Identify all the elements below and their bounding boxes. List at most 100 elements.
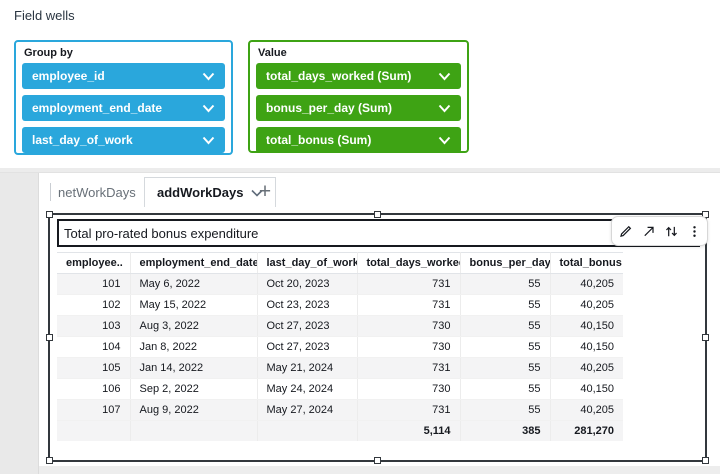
bonus-table: employee.. employment_end_date last_day_of…	[57, 252, 623, 441]
totals-cell: 281,270	[550, 420, 623, 441]
field-pill-employment-end-date[interactable]: employment_end_date	[22, 95, 225, 121]
kebab-menu-icon	[692, 225, 696, 237]
table-cell[interactable]: 101	[57, 273, 131, 295]
table-cell[interactable]: 55	[460, 315, 551, 337]
table-cell[interactable]: 731	[357, 273, 461, 295]
value-pill-list: total_days_worked (Sum) bonus_per_day (Su…	[250, 63, 467, 153]
table-cell[interactable]: Aug 9, 2022	[130, 399, 258, 421]
field-pill-employee-id[interactable]: employee_id	[22, 63, 225, 89]
table-cell[interactable]: Oct 20, 2023	[257, 273, 358, 295]
table-cell[interactable]: 730	[357, 336, 461, 358]
add-sheet-button[interactable]: +	[258, 180, 272, 203]
table-cell[interactable]: 40,205	[550, 399, 623, 421]
visual-menu-button[interactable]	[684, 221, 704, 241]
table-row: 106 Sep 2, 2022 May 24, 2024 730 55 40,150	[57, 378, 623, 400]
selection-handle-middle-left[interactable]	[46, 333, 53, 341]
chevron-down-icon[interactable]	[251, 189, 264, 197]
table-cell[interactable]: 102	[57, 294, 131, 316]
table-row: 103 Aug 3, 2022 Oct 27, 2023 730 55 40,150	[57, 315, 623, 337]
chevron-down-icon	[202, 136, 215, 144]
field-pill-label: total_days_worked (Sum)	[266, 69, 412, 83]
table-cell[interactable]: May 21, 2024	[257, 357, 358, 379]
swap-axes-icon	[665, 226, 677, 236]
value-well: Value total_days_worked (Sum) bonus_per_d…	[248, 40, 469, 153]
table-row: 107 Aug 9, 2022 May 27, 2024 731 55 40,205	[57, 399, 623, 421]
table-cell[interactable]: 103	[57, 315, 131, 337]
field-pill-total-bonus-sum[interactable]: total_bonus (Sum)	[256, 127, 461, 153]
visual-title[interactable]: Total pro-rated bonus expenditure	[57, 219, 700, 247]
column-header[interactable]: total_days_worked	[357, 252, 461, 274]
table-row: 102 May 15, 2022 Oct 23, 2023 731 55 40,205	[57, 294, 623, 316]
table-cell[interactable]: Aug 3, 2022	[130, 315, 258, 337]
table-cell[interactable]: 730	[357, 378, 461, 400]
table-cell[interactable]: 105	[57, 357, 131, 379]
totals-cell: 385	[460, 420, 551, 441]
totals-row: 5,114 385 281,270	[57, 420, 623, 441]
tab-label: addWorkDays	[157, 185, 244, 200]
table-cell[interactable]: 40,205	[550, 294, 623, 316]
canvas-bottom-edge	[39, 466, 720, 474]
table-cell[interactable]: May 27, 2024	[257, 399, 358, 421]
maximize-visual-button[interactable]	[638, 221, 658, 241]
table-cell[interactable]: 55	[460, 378, 551, 400]
table-cell[interactable]: 40,150	[550, 336, 623, 358]
column-header[interactable]: last_day_of_work	[257, 252, 358, 274]
column-header[interactable]: employee..	[57, 252, 131, 274]
field-pill-total-days-worked-sum[interactable]: total_days_worked (Sum)	[256, 63, 461, 89]
field-pill-bonus-per-day-sum[interactable]: bonus_per_day (Sum)	[256, 95, 461, 121]
table-cell[interactable]: May 24, 2024	[257, 378, 358, 400]
tab-addworkdays[interactable]: addWorkDays	[144, 177, 277, 207]
selection-handle-top-left[interactable]	[46, 211, 53, 218]
table-cell[interactable]: 40,150	[550, 378, 623, 400]
table-cell[interactable]: Jan 14, 2022	[130, 357, 258, 379]
group-by-label: Group by	[24, 47, 73, 59]
table-cell[interactable]: 55	[460, 294, 551, 316]
totals-cell	[57, 420, 131, 441]
table-cell[interactable]: 731	[357, 399, 461, 421]
table-cell[interactable]: Jan 8, 2022	[130, 336, 258, 358]
field-pill-last-day-of-work[interactable]: last_day_of_work	[22, 127, 225, 153]
totals-cell	[130, 420, 258, 441]
table-cell[interactable]: 55	[460, 336, 551, 358]
table-cell[interactable]: 104	[57, 336, 131, 358]
selection-handle-bottom-right[interactable]	[702, 457, 709, 464]
tab-label: netWorkDays	[58, 184, 136, 200]
table-cell[interactable]: 107	[57, 399, 131, 421]
table-visual: employee.. employment_end_date last_day_of…	[57, 252, 623, 441]
chevron-down-icon	[202, 72, 215, 80]
table-header-row: employee.. employment_end_date last_day_of…	[57, 252, 623, 274]
table-cell[interactable]: May 6, 2022	[130, 273, 258, 295]
table-cell[interactable]: 731	[357, 294, 461, 316]
table-cell[interactable]: 55	[460, 357, 551, 379]
column-header[interactable]: total_bonus	[550, 252, 623, 274]
table-cell[interactable]: 40,150	[550, 315, 623, 337]
table-cell[interactable]: Sep 2, 2022	[130, 378, 258, 400]
chevron-down-icon	[438, 104, 451, 112]
selection-handle-top-center[interactable]	[373, 211, 381, 218]
table-cell[interactable]: 55	[460, 399, 551, 421]
table-cell[interactable]: 40,205	[550, 273, 623, 295]
selection-handle-middle-right[interactable]	[702, 333, 709, 341]
selection-handle-bottom-center[interactable]	[373, 457, 381, 464]
column-header[interactable]: employment_end_date	[130, 252, 258, 274]
table-cell[interactable]: Oct 23, 2023	[257, 294, 358, 316]
table-cell[interactable]: 731	[357, 357, 461, 379]
table-cell[interactable]: 106	[57, 378, 131, 400]
table-cell[interactable]: May 15, 2022	[130, 294, 258, 316]
chevron-down-icon	[438, 72, 451, 80]
table-cell[interactable]: 40,205	[550, 357, 623, 379]
table-cell[interactable]: Oct 27, 2023	[257, 336, 358, 358]
group-by-pill-list: employee_id employment_end_date last_day_o…	[16, 63, 231, 153]
table-cell[interactable]: Oct 27, 2023	[257, 315, 358, 337]
field-pill-label: total_bonus (Sum)	[266, 133, 372, 147]
panel-divider	[0, 168, 720, 173]
tab-networkdays[interactable]: netWorkDays	[51, 177, 143, 207]
totals-cell	[257, 420, 358, 441]
table-cell[interactable]: 730	[357, 315, 461, 337]
swap-axes-button[interactable]	[661, 221, 681, 241]
column-header[interactable]: bonus_per_day	[460, 252, 551, 274]
selection-handle-bottom-left[interactable]	[46, 457, 53, 464]
edit-visual-button[interactable]	[615, 221, 635, 241]
field-pill-label: bonus_per_day (Sum)	[266, 101, 393, 115]
table-cell[interactable]: 55	[460, 273, 551, 295]
